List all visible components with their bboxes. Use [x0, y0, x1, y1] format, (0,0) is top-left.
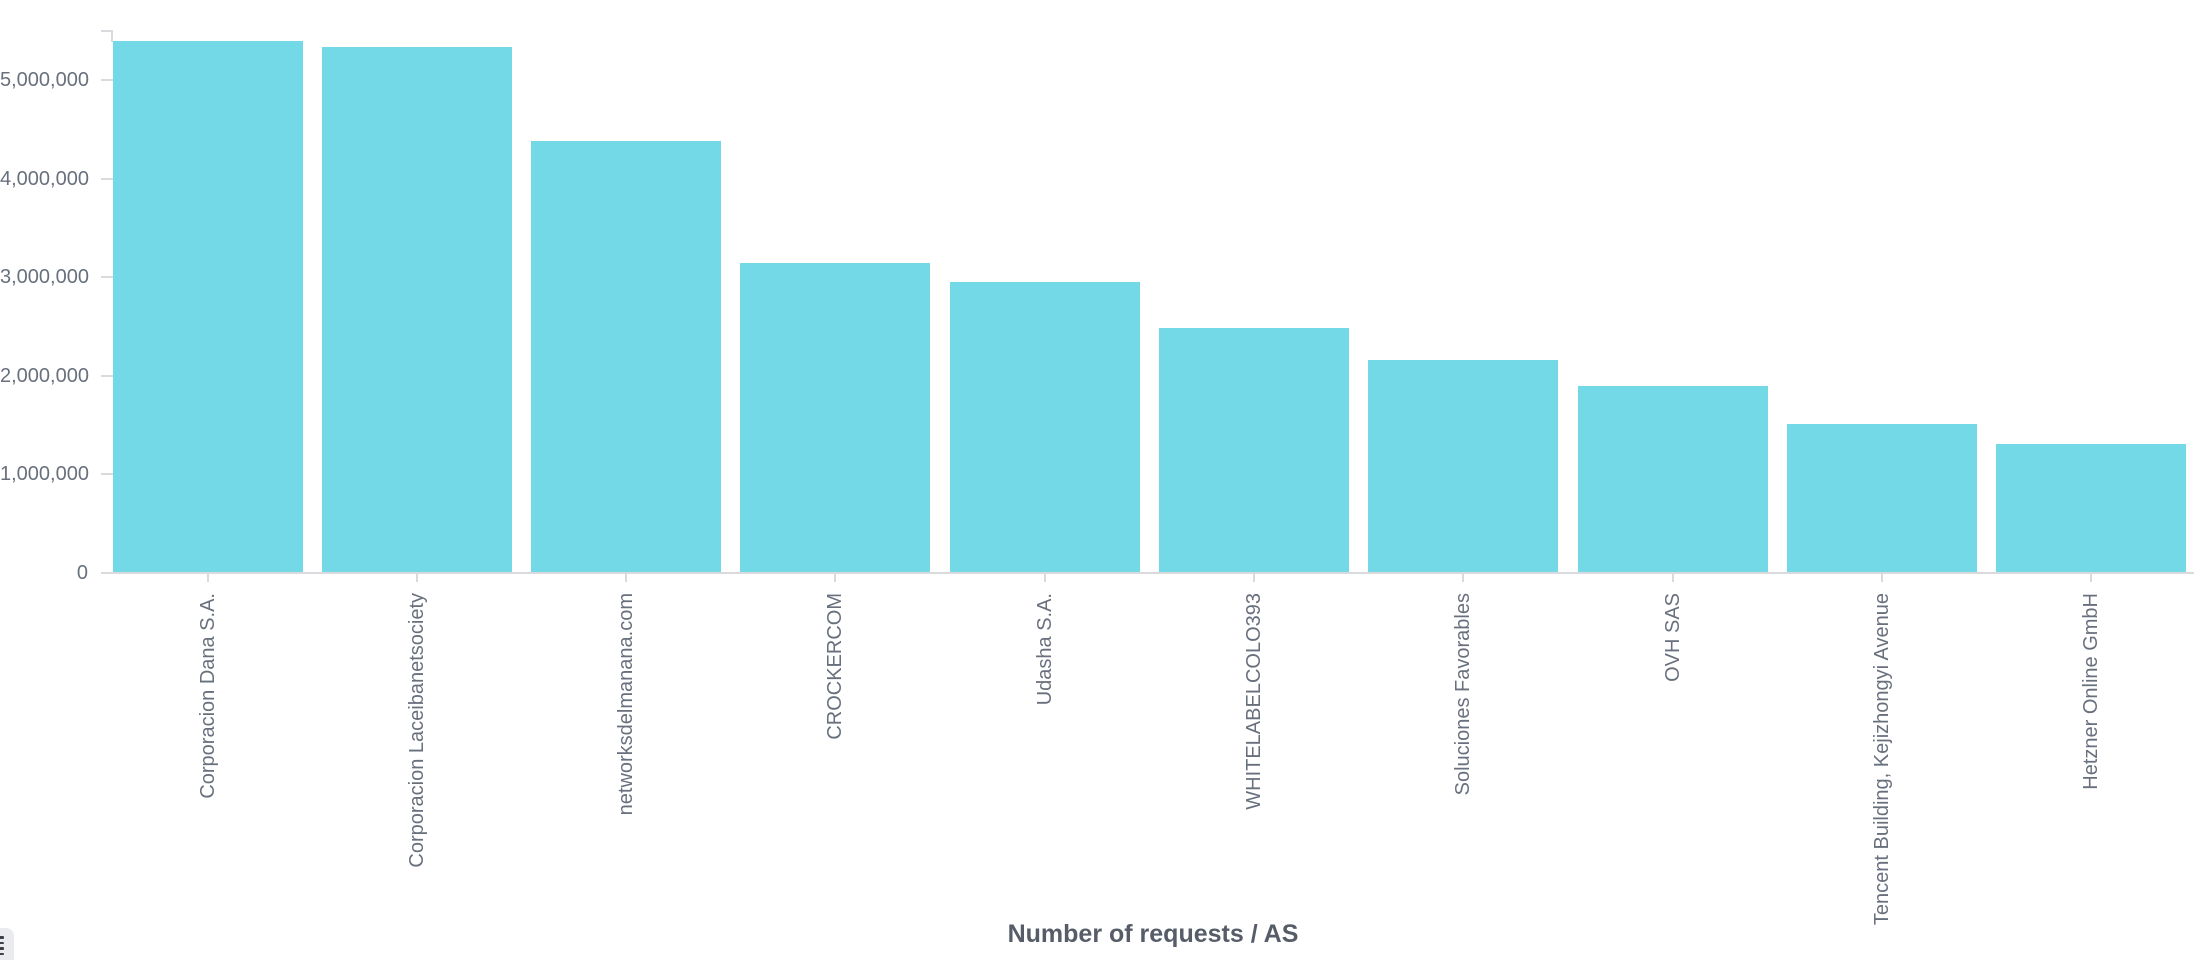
x-axis-label: WHITELABELCOLO393 [1243, 593, 1265, 810]
bar[interactable] [321, 47, 512, 573]
x-axis-line [101, 572, 2194, 574]
y-axis-line-stub [111, 29, 113, 42]
bar[interactable] [949, 282, 1140, 573]
bar[interactable] [531, 141, 722, 573]
bar[interactable] [740, 263, 931, 573]
y-tick-mark [101, 374, 113, 377]
bar[interactable] [1996, 443, 2187, 573]
y-axis-label: 4,000,000 [0, 167, 89, 190]
x-tick-mark [625, 574, 628, 582]
y-axis-label: 2,000,000 [0, 364, 89, 387]
y-axis-label: 5,000,000 [0, 69, 89, 91]
y-tick-mark [101, 473, 113, 476]
bar[interactable] [1786, 424, 1977, 573]
x-tick-mark [1880, 574, 1883, 582]
x-tick-mark [1462, 574, 1465, 582]
x-axis-label-text: Hetzner Online GmbH [2080, 593, 2103, 790]
y-tick-mark [101, 177, 113, 180]
x-tick-mark [1671, 574, 1674, 582]
x-tick-mark [206, 574, 209, 582]
x-axis-label: Hetzner Online GmbH [2080, 593, 2102, 790]
x-axis-label: Tencent Building, Kejizhongyi Avenue [1871, 593, 1893, 925]
x-axis-label: OVH SAS [1662, 593, 1684, 682]
x-axis-label-text: Soluciones Favorables [1452, 593, 1475, 796]
x-axis-label: Corporacion Laceibanetsociety [406, 593, 428, 868]
x-axis-label-text: Tencent Building, Kejizhongyi Avenue [1870, 593, 1893, 926]
x-axis-label: networksdelmanana.com [615, 593, 637, 815]
x-axis-label: Udasha S.A. [1034, 593, 1056, 705]
panel-drag-handle[interactable] [0, 928, 14, 960]
y-axis-label: 1,000,000 [0, 463, 89, 486]
x-tick-mark [415, 574, 418, 582]
y-tick-mark [101, 276, 113, 279]
x-axis-label-text: Corporacion Laceibanetsociety [405, 593, 428, 868]
x-axis-title: Number of requests / AS [1007, 920, 1299, 948]
x-tick-mark [2090, 574, 2093, 582]
y-tick-mark [101, 79, 113, 81]
x-axis-label-text: OVH SAS [1661, 593, 1684, 682]
x-axis-label: CROCKERCOM [824, 593, 846, 740]
x-axis-label-text: CROCKERCOM [824, 593, 847, 740]
x-axis-label-text: networksdelmanana.com [615, 593, 638, 816]
x-tick-mark [834, 574, 837, 582]
x-axis-label: Soluciones Favorables [1452, 593, 1474, 795]
x-tick-mark [1043, 574, 1046, 582]
bar[interactable] [112, 40, 303, 573]
bar[interactable] [1159, 328, 1349, 573]
x-axis-label-text: Corporacion Dana S.A. [196, 593, 219, 799]
x-axis-label-text: WHITELABELCOLO393 [1243, 593, 1265, 810]
y-tick-mark-top [101, 29, 113, 32]
x-tick-mark [1253, 574, 1255, 582]
y-axis-label: 0 [76, 562, 88, 584]
bar[interactable] [1577, 385, 1768, 573]
bar[interactable] [1368, 360, 1559, 573]
y-axis-label: 3,000,000 [0, 266, 89, 289]
x-axis-label-text: Udasha S.A. [1033, 593, 1056, 706]
x-axis-label: Corporacion Dana S.A. [197, 593, 219, 799]
